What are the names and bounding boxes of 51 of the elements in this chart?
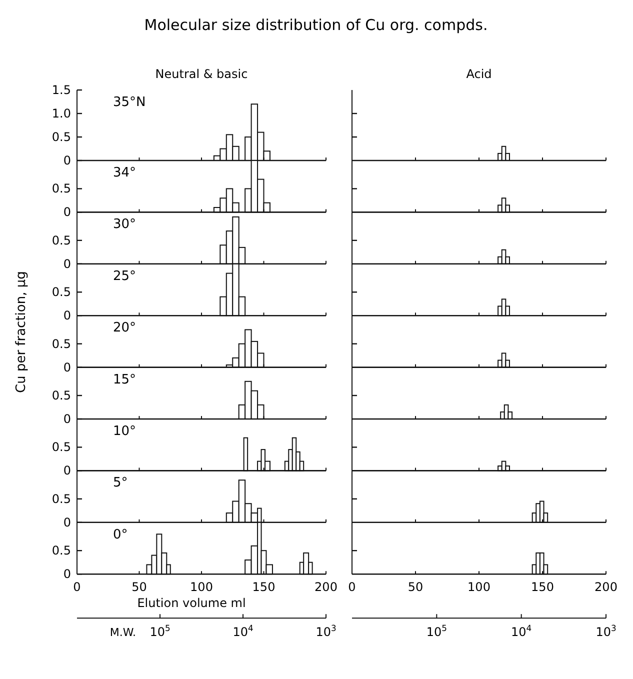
annotation: 25° [113,268,136,284]
x-tick-label: 100 [468,580,490,594]
x2-axis-title: M.W. [110,626,136,640]
y-tick-label: 0.5 [52,544,71,558]
x2-tick-label: 10$^{4}$ [511,623,532,640]
x2-tick-label: 10$^{3}$ [316,623,336,640]
chart-title: Molecular size distribution of Cu org. compds. [144,16,488,34]
y-tick-label: 1.5 [52,83,71,97]
y-tick-label: 0 [63,256,71,271]
y-tick-label: 0.5 [52,130,71,144]
x-tick-label: 200 [594,580,618,594]
chart-subtitle: Neutral & basic [155,67,248,81]
y-tick-label: 0.5 [52,336,71,351]
y-tick-label: 0 [63,567,71,582]
annotation: 15° [113,372,136,388]
y-tick-label: 0 [63,205,71,220]
x-tick-label: 50 [408,580,424,594]
y-tick-label: 0 [63,308,71,323]
annotation: 0° [113,527,128,542]
y-tick-label: 0.5 [52,182,71,196]
x-tick-label: 0 [348,580,356,594]
x-tick-label: 50 [132,580,147,594]
annotation: 34° [113,166,136,180]
x-tick-label: 100 [190,580,213,594]
annotation: 35°N [113,95,146,110]
y-tick-label: 0 [63,515,71,530]
y-tick-label: 0.5 [52,285,71,300]
x-tick-label: 150 [252,580,276,594]
y-axis-title: Cu per fraction, μg [14,271,29,394]
y-tick-label: 0.5 [52,233,71,248]
x2-tick-label: 10$^{5}$ [426,623,447,640]
x-tick-label: 200 [314,580,338,594]
annotation: 30° [113,217,136,232]
x-tick-label: 150 [531,580,554,594]
x2-tick-label: 10$^{3}$ [596,623,616,640]
y-tick-label: 1.0 [52,106,71,120]
y-tick-label: 0.5 [52,388,71,402]
chart-title: Acid [466,67,492,81]
y-tick-label: 0.5 [52,492,71,506]
y-tick-label: 0 [63,154,71,168]
annotation: 5° [113,476,128,491]
x-tick-label: 0 [73,580,81,594]
x2-tick-label: 10$^{5}$ [150,623,170,640]
annotation: 20° [113,320,136,336]
y-tick-label: 0.5 [52,440,71,454]
x2-tick-label: 10$^{4}$ [232,623,254,640]
annotation: 10° [113,424,136,439]
y-tick-label: 0 [63,360,71,374]
y-tick-label: 0 [63,464,71,478]
x-axis-title: Elution volume ml [137,596,246,610]
y-tick-label: 0 [63,412,71,426]
